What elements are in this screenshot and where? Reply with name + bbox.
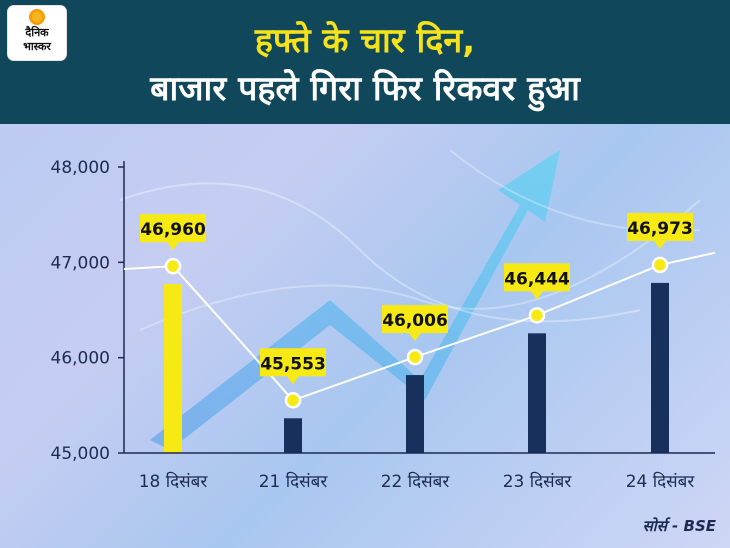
value-label-pointer bbox=[167, 242, 179, 251]
sun-icon bbox=[29, 9, 45, 25]
title-line-1: हफ्ते के चार दिन, bbox=[254, 21, 476, 61]
bar bbox=[284, 418, 302, 453]
x-tick-label: 21 दिसंबर bbox=[259, 471, 329, 492]
value-label-box bbox=[504, 263, 570, 292]
data-point-marker bbox=[406, 348, 424, 366]
value-label-pointer bbox=[287, 376, 299, 385]
title-line-2: बाजार पहले गिरा फिर रिकवर हुआ bbox=[150, 69, 580, 109]
value-label: 46,006 bbox=[382, 311, 448, 331]
bar bbox=[406, 375, 424, 453]
y-tick-label: 48,000 bbox=[51, 158, 110, 178]
x-tick-label: 18 दिसंबर bbox=[139, 471, 209, 492]
value-label-pointer bbox=[654, 240, 666, 249]
x-tick-label: 24 दिसंबर bbox=[626, 471, 696, 492]
logo-text-line-1: दैनिक bbox=[25, 26, 49, 39]
value-label-box bbox=[260, 348, 326, 377]
bar bbox=[164, 284, 182, 453]
up-arrow-shape bbox=[150, 150, 560, 450]
value-labels-group: 46,960 45,553 46,006 46,444 46,973 bbox=[140, 212, 693, 385]
value-label: 46,960 bbox=[140, 220, 206, 240]
y-axis: 45,000 46,000 47,000 48,000 bbox=[51, 158, 125, 464]
header-banner: हफ्ते के चार दिन, बाजार पहले गिरा फिर रि… bbox=[0, 0, 730, 124]
trend-line-group bbox=[123, 251, 716, 409]
x-tick-label: 22 दिसंबर bbox=[381, 471, 451, 492]
value-label-box bbox=[140, 214, 206, 243]
y-tick-label: 47,000 bbox=[51, 253, 110, 273]
data-point-marker bbox=[651, 256, 669, 274]
bar bbox=[528, 333, 546, 453]
data-point-marker bbox=[528, 307, 546, 324]
decor-curve-1 bbox=[119, 182, 641, 323]
source-credit: सोर्स - BSE bbox=[642, 517, 716, 535]
logo-text-line-2: भास्कर bbox=[23, 40, 51, 53]
value-label-pointer bbox=[409, 333, 421, 342]
y-tick-label: 45,000 bbox=[51, 444, 110, 464]
value-label-box bbox=[382, 305, 448, 334]
data-point-marker bbox=[164, 257, 182, 275]
value-label-box bbox=[627, 212, 693, 241]
bar bbox=[651, 282, 669, 453]
dainik-bhaskar-logo: दैनिक भास्कर bbox=[8, 6, 66, 60]
value-label: 46,444 bbox=[504, 269, 570, 289]
value-label: 45,553 bbox=[260, 354, 326, 374]
x-tick-label: 23 दिसंबर bbox=[503, 471, 573, 492]
value-label: 46,973 bbox=[627, 219, 693, 239]
bars-group bbox=[164, 282, 669, 453]
y-tick-label: 46,000 bbox=[51, 349, 110, 369]
data-point-marker bbox=[284, 392, 302, 409]
x-axis: 18 दिसंबर 21 दिसंबर 22 दिसंबर 23 दिसंबर 24 द… bbox=[124, 452, 715, 492]
value-label-pointer bbox=[531, 291, 543, 300]
decor-curve-2 bbox=[139, 199, 701, 331]
